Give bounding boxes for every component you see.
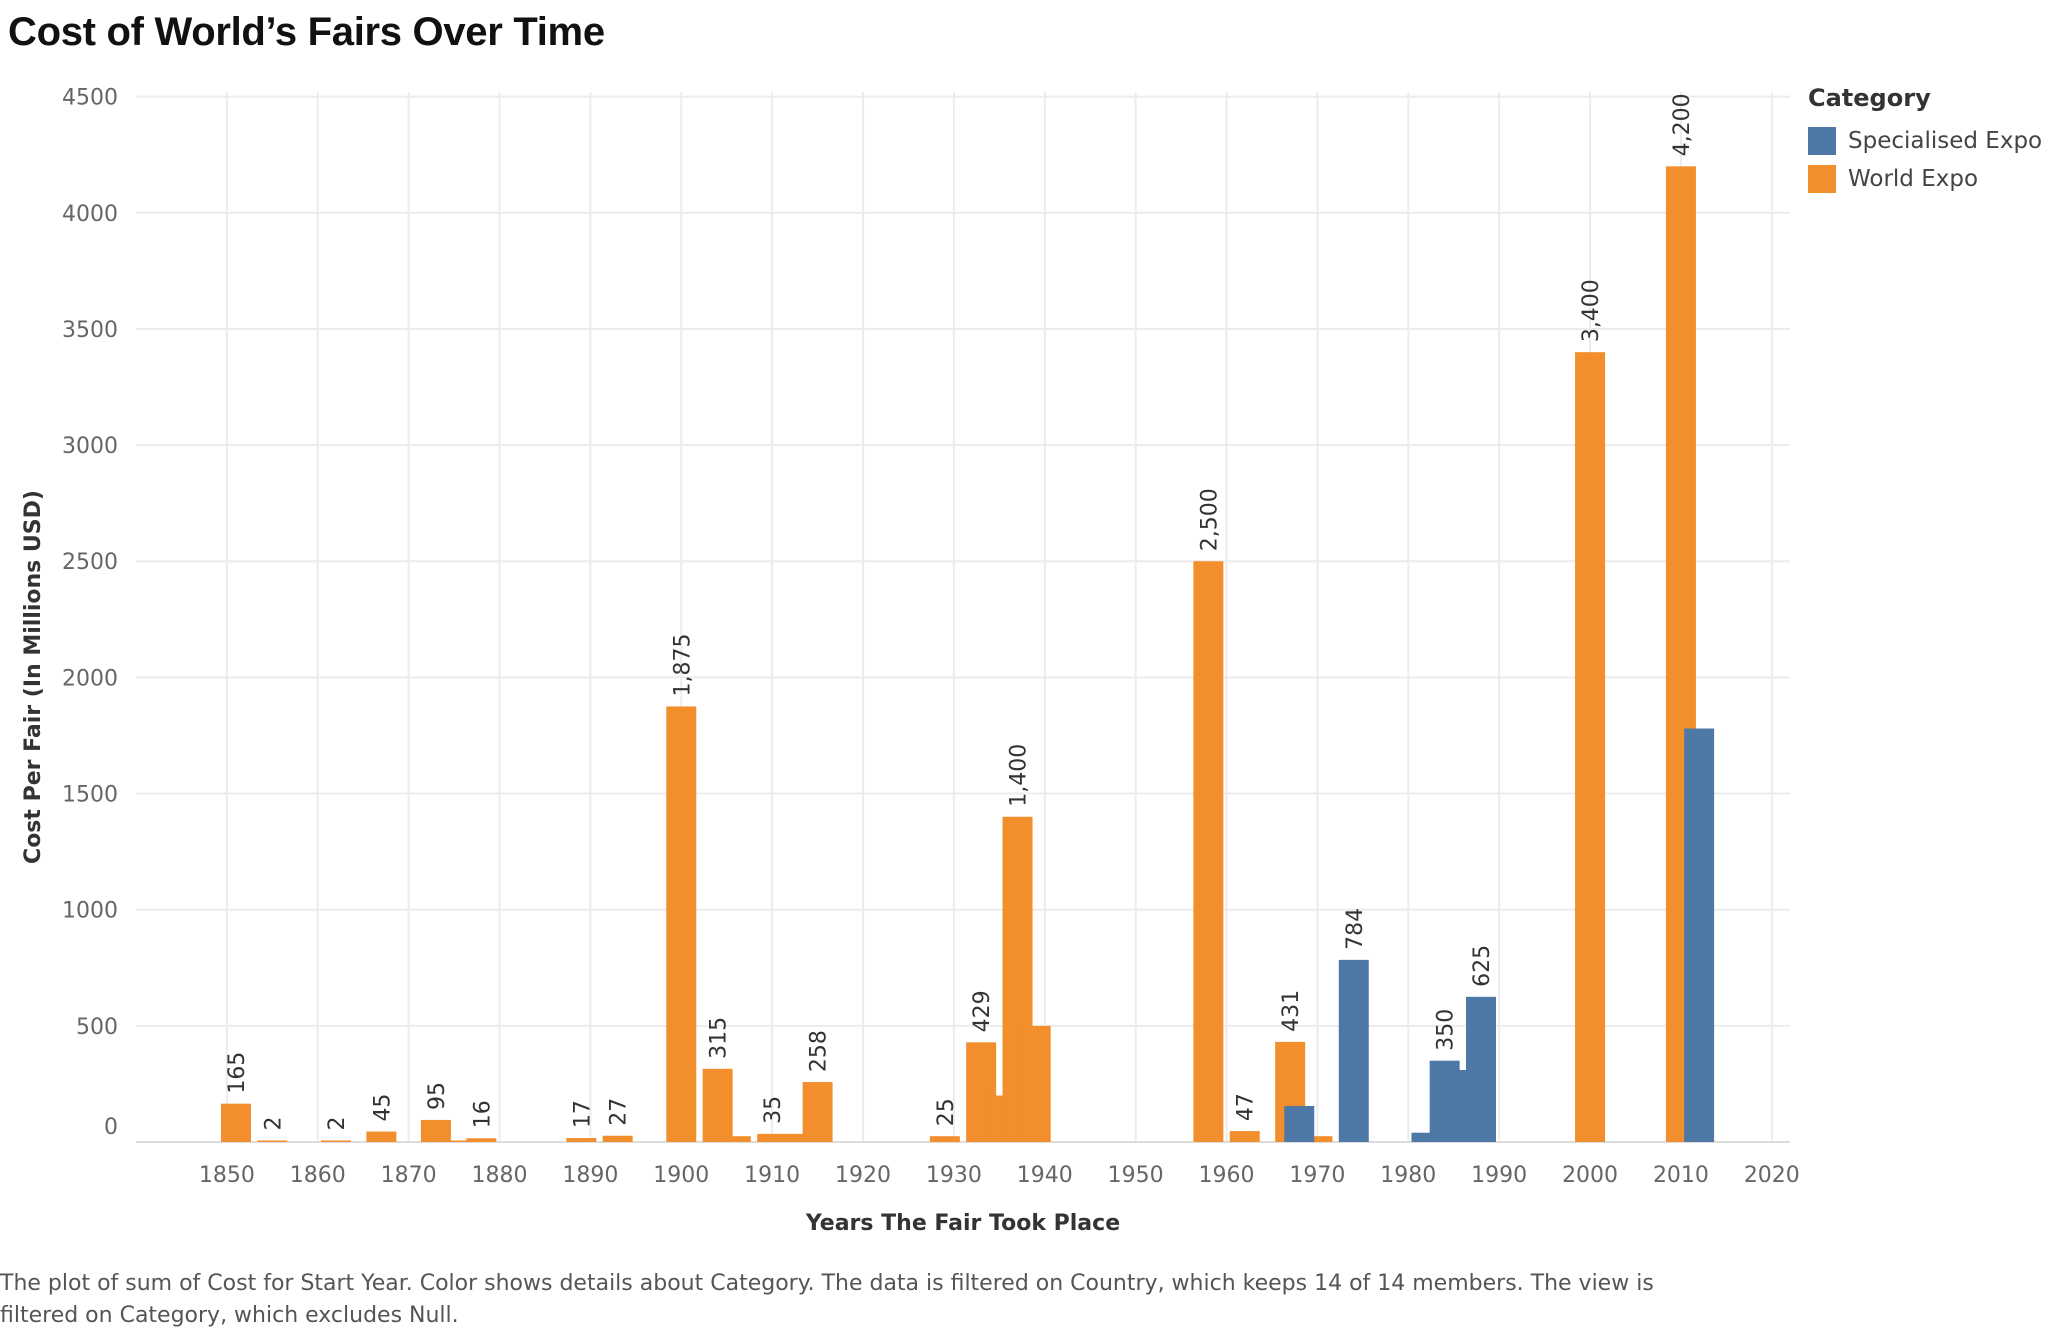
legend-label: Specialised Expo	[1848, 128, 2043, 154]
y-tick-label: 3500	[62, 318, 118, 343]
bar-data-label: 315	[707, 1017, 732, 1059]
y-axis-title: Cost Per Fair (In Millions USD)	[21, 490, 46, 864]
bar-data-label: 431	[1279, 990, 1304, 1032]
bar-world-expo[interactable]	[566, 1138, 597, 1142]
bar-data-label: 784	[1343, 908, 1368, 950]
bar-data-label: 17	[570, 1100, 595, 1128]
bar-specialised-expo[interactable]	[1284, 1105, 1315, 1142]
bar-data-label: 3,400	[1579, 279, 1604, 342]
x-tick-label: 2000	[1562, 1163, 1618, 1188]
x-tick-label: 1920	[835, 1163, 891, 1188]
legend-swatch-world-expo	[1808, 165, 1836, 193]
bar-world-expo[interactable]	[666, 706, 697, 1142]
bar-data-label: 350	[1434, 1009, 1459, 1051]
bar-data-label: 625	[1470, 945, 1495, 987]
y-tick-label: 1000	[62, 899, 118, 924]
chart-title: Cost of World’s Fairs Over Time	[8, 10, 605, 54]
x-tick-label: 1950	[1108, 1163, 1164, 1188]
bar-world-expo[interactable]	[220, 1103, 251, 1142]
bar-world-expo[interactable]	[784, 1133, 815, 1142]
bar-world-expo[interactable]	[802, 1082, 833, 1142]
x-tick-label: 1880	[472, 1163, 528, 1188]
bar-world-expo[interactable]	[702, 1068, 733, 1142]
x-tick-label: 1990	[1471, 1163, 1527, 1188]
x-tick-label: 2020	[1744, 1163, 1800, 1188]
x-axis-ticks: 1850 1860 1870 1880 1890 1900 1910 1920 1930 1940…	[199, 1163, 1800, 1188]
bar-world-expo[interactable]	[720, 1136, 751, 1142]
bar-world-expo[interactable]	[448, 1140, 479, 1143]
bar-world-expo[interactable]	[257, 1140, 288, 1143]
legend-title: Category	[1808, 84, 1931, 112]
x-tick-label: 1980	[1380, 1163, 1436, 1188]
legend-item-world-expo[interactable]: World Expo	[1808, 160, 2042, 198]
bar-data-label: 45	[370, 1094, 395, 1122]
legend-item-specialised-expo[interactable]: Specialised Expo	[1808, 122, 2042, 160]
legend-swatch-specialised-expo	[1808, 127, 1836, 155]
bar-data-label: 2	[325, 1117, 350, 1131]
x-tick-label: 1850	[199, 1163, 255, 1188]
legend: Category Specialised Expo World Expo	[1808, 84, 2042, 198]
bar-data-label: 2,500	[1197, 488, 1222, 551]
x-tick-label: 1910	[744, 1163, 800, 1188]
x-tick-label: 1960	[1199, 1163, 1255, 1188]
bar-world-expo[interactable]	[757, 1133, 788, 1142]
y-tick-label: 2000	[62, 666, 118, 691]
x-tick-label: 1860	[290, 1163, 346, 1188]
bar-chart: 0 500 1000 1500 2000 2500 3000 3500 4000 4500 185…	[21, 86, 1800, 1236]
bar-labels: 165 2 2 45 95 16 17 27 1,875 315 35 258 25 429 1,400 2,…	[225, 93, 1695, 1130]
bar-world-expo[interactable]	[466, 1138, 497, 1142]
bar-world-expo[interactable]	[1302, 1136, 1333, 1142]
bar-data-label: 429	[970, 990, 995, 1032]
x-tick-label: 1930	[926, 1163, 982, 1188]
x-tick-label: 2010	[1653, 1163, 1709, 1188]
bar-world-expo[interactable]	[929, 1136, 960, 1142]
y-tick-label: 1500	[62, 783, 118, 808]
bar-world-expo[interactable]	[366, 1131, 397, 1142]
bar-specialised-expo[interactable]	[1411, 1132, 1442, 1142]
y-tick-label: 4500	[62, 86, 118, 111]
bar-world-expo[interactable]	[420, 1119, 451, 1142]
bar-specialised-expo[interactable]	[1338, 959, 1369, 1142]
bar-world-expo[interactable]	[602, 1135, 633, 1142]
y-tick-label: 2500	[62, 550, 118, 575]
bar-data-label: 35	[761, 1096, 786, 1124]
bar-data-label: 165	[225, 1052, 250, 1094]
bar-world-expo[interactable]	[1575, 352, 1606, 1142]
bar-data-label: 1,400	[1007, 744, 1032, 807]
x-tick-label: 1970	[1289, 1163, 1345, 1188]
y-axis-ticks: 0 500 1000 1500 2000 2500 3000 3500 4000 4500	[62, 86, 118, 1140]
bar-specialised-expo[interactable]	[1466, 996, 1497, 1142]
bar-data-label: 27	[607, 1098, 632, 1126]
bar-data-label: 25	[934, 1098, 959, 1126]
y-tick-label: 4000	[62, 202, 118, 227]
bar-world-expo[interactable]	[1229, 1131, 1260, 1142]
x-tick-label: 1870	[381, 1163, 437, 1188]
bar-data-label: 1,875	[670, 633, 695, 696]
bars	[220, 166, 1715, 1143]
grid-lines	[136, 92, 1790, 1143]
bar-specialised-expo[interactable]	[1684, 728, 1715, 1142]
x-tick-label: 1890	[562, 1163, 618, 1188]
bar-data-label: 95	[425, 1082, 450, 1110]
bar-world-expo[interactable]	[320, 1140, 351, 1143]
bar-data-label: 16	[470, 1100, 495, 1128]
bar-data-label: 258	[807, 1030, 832, 1072]
x-axis-title: Years The Fair Took Place	[805, 1211, 1120, 1236]
bar-world-expo[interactable]	[1193, 561, 1224, 1142]
chart-caption: The plot of sum of Cost for Start Year. …	[0, 1271, 1654, 1328]
x-tick-label: 1900	[653, 1163, 709, 1188]
legend-label: World Expo	[1848, 166, 1979, 192]
bar-world-expo[interactable]	[1020, 1025, 1051, 1142]
y-tick-label: 500	[76, 1015, 118, 1040]
y-tick-label: 3000	[62, 434, 118, 459]
bar-data-label: 2	[261, 1117, 286, 1131]
y-tick-label: 0	[104, 1115, 118, 1140]
bar-data-label: 4,200	[1670, 93, 1695, 156]
bar-data-label: 47	[1234, 1093, 1259, 1121]
x-tick-label: 1940	[1017, 1163, 1073, 1188]
